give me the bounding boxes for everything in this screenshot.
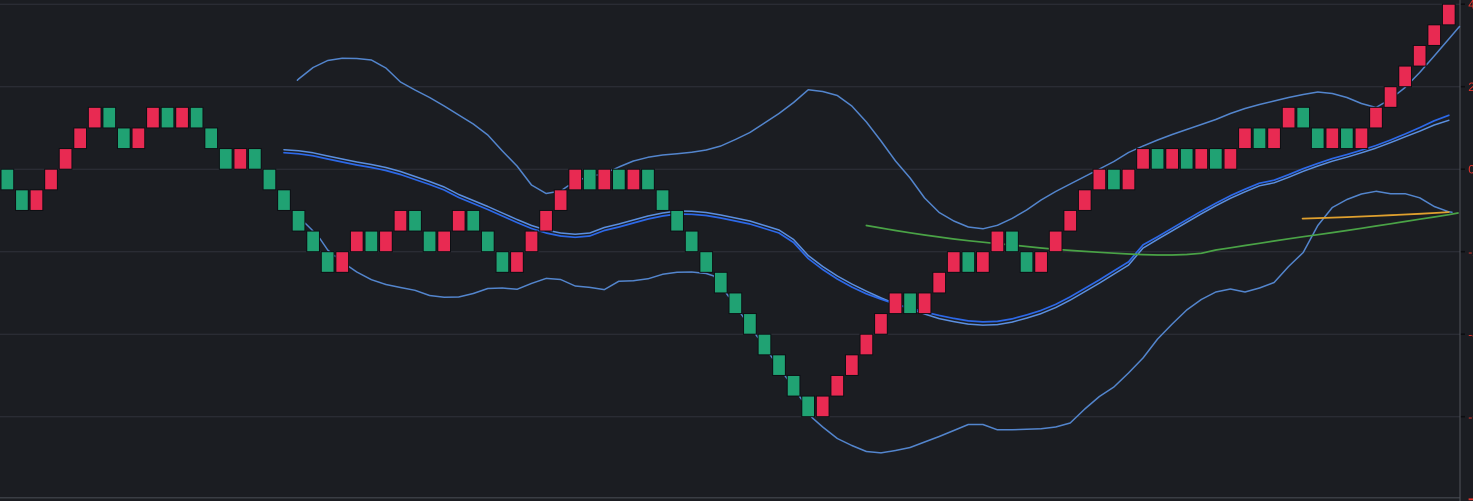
svg-text:-40: -40 <box>1468 328 1473 342</box>
svg-text:20: 20 <box>1468 80 1473 94</box>
svg-text:40: 40 <box>1468 0 1473 12</box>
svg-text:-60: -60 <box>1468 410 1473 424</box>
svg-text:-20: -20 <box>1468 245 1473 259</box>
svg-text:0: 0 <box>1468 163 1473 177</box>
